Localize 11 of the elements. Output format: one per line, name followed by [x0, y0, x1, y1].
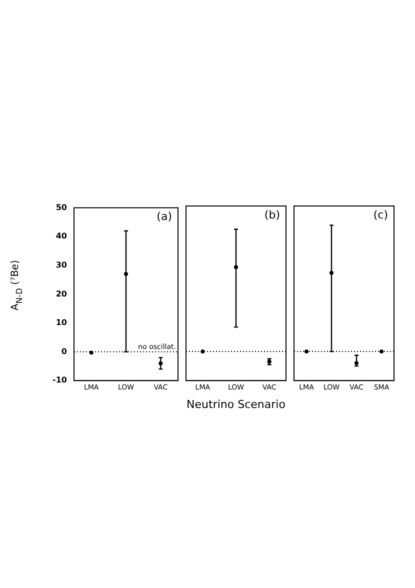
y-tick-label: 0	[61, 346, 68, 356]
y-tick-label: 40	[56, 232, 68, 241]
annotation: (b)	[264, 208, 280, 222]
annotation: (c)	[373, 208, 388, 222]
annotation: (a)	[156, 210, 172, 224]
y-tick-label: 30	[56, 260, 68, 270]
y-tick-label: -10	[52, 376, 68, 385]
y-tick-label: 50	[56, 202, 68, 212]
x-axis-title: Neutrino Scenario	[186, 398, 286, 411]
y-tick-label: 20	[56, 289, 68, 298]
y-tick-label: 10	[56, 318, 68, 328]
